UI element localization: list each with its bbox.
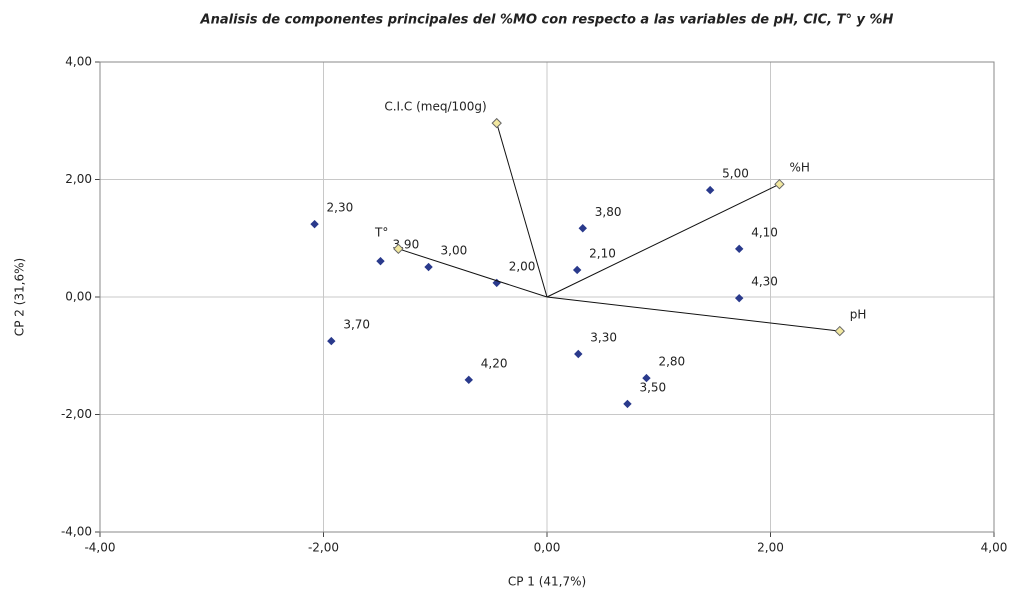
variable-label: %H [789,161,809,175]
x-tick-label: -2,00 [308,541,339,555]
point-label: 2,80 [658,355,685,369]
observation-point [735,293,744,303]
observation-point [623,399,632,409]
y-tick-label: -4,00 [61,525,92,539]
y-axis-label: CP 2 (31,6%) [13,258,27,336]
point-label: 5,00 [722,167,749,181]
point-label: 4,10 [751,225,778,239]
point-label: 3,70 [343,318,370,332]
point-label: 4,30 [751,275,778,289]
observation-point [424,262,433,272]
observation-point [327,336,336,346]
variable-label: C.I.C (meq/100g) [384,100,486,114]
observation-point [574,349,583,359]
y-tick-label: 2,00 [65,172,92,186]
point-label: 3,00 [441,244,468,258]
observation-point [310,219,319,229]
y-tick-label: -2,00 [61,407,92,421]
x-axis-label: CP 1 (41,7%) [508,575,586,589]
point-label: 2,30 [327,201,354,215]
y-tick-label: 0,00 [65,290,92,304]
x-tick-label: -4,00 [84,541,115,555]
x-tick-label: 0,00 [534,541,561,555]
plot-frame [99,61,995,533]
observation-point [376,256,385,266]
x-tick-label: 2,00 [757,541,784,555]
loading-vector [496,122,548,298]
point-label: 3,80 [595,205,622,219]
point-label: 3,30 [590,330,617,344]
loading-vector [546,183,780,298]
point-label: 2,10 [589,246,616,260]
variable-label: pH [850,308,867,322]
observation-point [464,375,473,385]
point-label: 4,20 [481,356,508,370]
variable-point [393,243,404,255]
chart-title: Analisis de componentes principales del … [200,13,894,28]
loading-vector [546,296,840,332]
point-label: 2,00 [509,259,536,273]
y-tick-label: 4,00 [65,55,92,69]
variable-label: T° [374,225,388,239]
variable-point [834,325,845,337]
point-label: 3,50 [639,380,666,394]
observation-point [578,224,587,233]
observation-point [735,244,744,254]
observation-point [642,373,651,383]
variable-point [491,117,502,129]
variable-point [774,178,785,190]
observation-point [705,185,715,195]
observation-point [572,265,582,275]
x-tick-label: 4,00 [981,541,1008,555]
loading-vector [398,248,548,298]
